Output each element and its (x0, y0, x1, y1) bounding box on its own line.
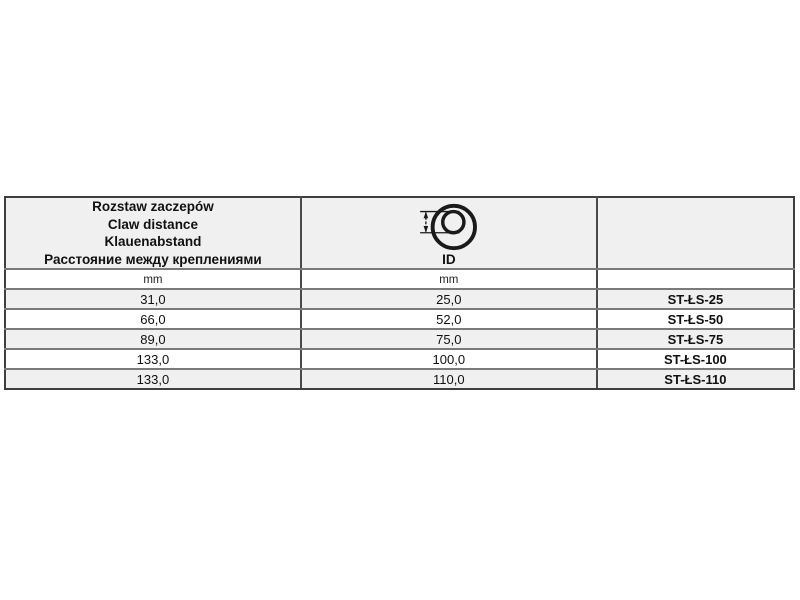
id-cell: 100,0 (299, 348, 598, 370)
model-code: ST-ŁS-100 (663, 351, 727, 367)
id-value: 110,0 (433, 371, 465, 387)
claw-distance-cell: 31,0 (4, 288, 302, 310)
table-row: 89,0 75,0 ST-ŁS-75 (4, 328, 796, 350)
claw-distance-unit-cell: mm (4, 268, 302, 290)
id-value: 25,0 (436, 291, 462, 307)
id-header-label: ID (442, 252, 456, 267)
units-row: mm mm (4, 268, 796, 290)
model-cell: ST-ŁS-75 (595, 328, 796, 350)
table-row: 66,0 52,0 ST-ŁS-50 (4, 308, 796, 330)
id-cell: 52,0 (299, 308, 598, 330)
claw-distance-cell: 89,0 (4, 328, 302, 350)
id-unit-cell: mm (299, 268, 598, 290)
header-line-ru: Расстояние между креплениями (44, 251, 262, 267)
claw-distance-cell: 66,0 (4, 308, 302, 330)
id-cell: 75,0 (299, 328, 598, 350)
id-unit: mm (439, 274, 459, 286)
table-row: 133,0 100,0 ST-ŁS-100 (4, 348, 796, 370)
claw-distance-cell: 133,0 (4, 368, 302, 390)
claw-distance-unit: mm (143, 274, 163, 286)
model-unit-cell (595, 268, 796, 290)
model-header-cell (595, 196, 796, 270)
claw-distance-value: 31,0 (140, 291, 166, 307)
model-code: ST-ŁS-110 (664, 371, 727, 387)
ring-inner-diameter-icon (419, 203, 477, 251)
id-cell: 25,0 (299, 288, 598, 310)
model-code: ST-ŁS-75 (667, 331, 724, 347)
specification-table: Rozstaw zaczepów Claw distance Klauenabs… (4, 196, 796, 390)
claw-distance-value: 89,0 (140, 331, 166, 347)
id-value: 52,0 (436, 311, 462, 327)
model-code: ST-ŁS-25 (667, 291, 724, 307)
id-cell: 110,0 (299, 368, 598, 390)
claw-distance-value: 133,0 (136, 371, 170, 387)
claw-distance-header: Rozstaw zaczepów Claw distance Klauenabs… (10, 199, 296, 267)
claw-distance-header-cell: Rozstaw zaczepów Claw distance Klauenabs… (4, 196, 302, 270)
table-header-row: Rozstaw zaczepów Claw distance Klauenabs… (4, 196, 796, 270)
id-value: 75,0 (436, 331, 462, 347)
header-line-en: Claw distance (107, 216, 198, 232)
header-line-pl: Rozstaw zaczepów (92, 199, 214, 214)
table-row: 31,0 25,0 ST-ŁS-25 (4, 288, 796, 310)
model-cell: ST-ŁS-25 (595, 288, 796, 310)
claw-distance-value: 66,0 (140, 311, 166, 327)
header-line-de: Klauenabstand (104, 234, 202, 249)
model-cell: ST-ŁS-100 (595, 348, 796, 370)
model-cell: ST-ŁS-110 (595, 368, 796, 390)
model-cell: ST-ŁS-50 (595, 308, 796, 330)
id-header-cell: ID (299, 196, 598, 270)
claw-distance-value: 133,0 (136, 351, 170, 367)
id-value: 100,0 (432, 351, 466, 367)
table-row: 133,0 110,0 ST-ŁS-110 (4, 368, 796, 390)
model-code: ST-ŁS-50 (667, 311, 724, 327)
claw-distance-cell: 133,0 (4, 348, 302, 370)
